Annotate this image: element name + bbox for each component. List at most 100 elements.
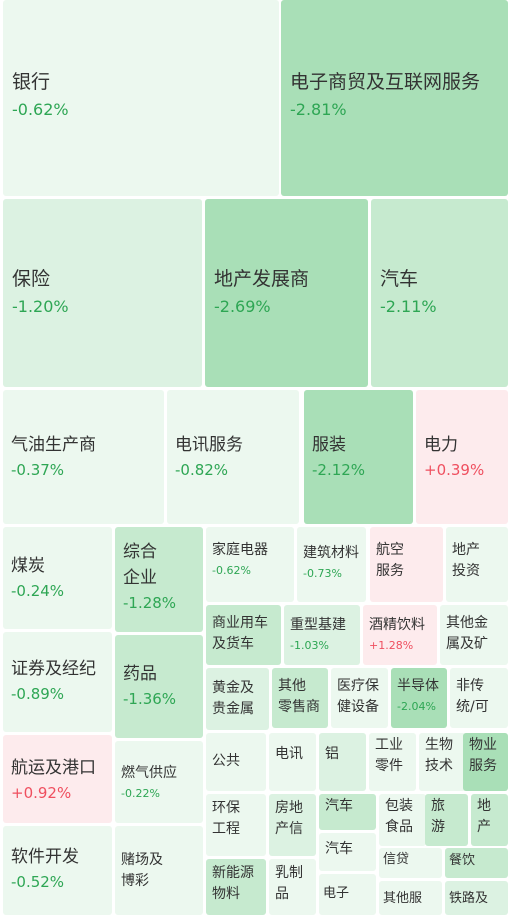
sector-name: 旅 游 xyxy=(431,798,445,835)
sector-tile[interactable]: 服装 -2.12% xyxy=(304,390,413,524)
sector-change: -2.11% xyxy=(380,297,437,316)
sector-change: -0.62% xyxy=(12,100,69,119)
sector-tile[interactable]: 证券及经纪 -0.89% xyxy=(3,632,112,732)
sector-change: -1.36% xyxy=(123,690,177,708)
sector-change: -0.82% xyxy=(175,461,229,479)
sector-tile[interactable]: 商业用车 及货车 xyxy=(206,605,281,665)
sector-tile[interactable]: 建筑材料 -0.73% xyxy=(297,527,366,602)
sector-tile[interactable]: 地产 投资 xyxy=(446,527,508,602)
sector-name: 地产发展商 xyxy=(214,268,310,290)
sector-change: -2.69% xyxy=(214,297,271,316)
sector-tile[interactable]: 银行 -0.62% xyxy=(3,0,279,196)
sector-name: 服装 xyxy=(312,435,346,455)
sector-change: -0.37% xyxy=(11,461,65,479)
sector-name: 煤炭 xyxy=(11,556,45,576)
sector-name: 环保 工程 xyxy=(212,800,240,837)
sector-tile[interactable]: 环保 工程 xyxy=(206,794,266,856)
sector-name: 餐饮 xyxy=(449,853,476,868)
sector-tile[interactable]: 酒精饮料 +1.28% xyxy=(363,605,437,665)
sector-change: -0.89% xyxy=(11,685,65,703)
sector-change: +1.28% xyxy=(369,639,414,652)
sector-name: 工业 零件 xyxy=(375,737,403,774)
sector-tile[interactable]: 乳制 品 xyxy=(269,859,316,915)
sector-name: 电子商贸及互联网服务 xyxy=(290,71,481,93)
sector-tile[interactable]: 房地 产信 xyxy=(269,794,316,856)
sector-tile[interactable]: 地产发展商 -2.69% xyxy=(205,199,368,387)
sector-name: 证券及经纪 xyxy=(11,659,96,679)
sector-change: -0.24% xyxy=(11,582,65,600)
sector-tile[interactable]: 煤炭 -0.24% xyxy=(3,527,112,629)
sector-tile[interactable]: 黄金及 贵金属 xyxy=(206,668,269,730)
sector-tile[interactable]: 公共 xyxy=(206,733,266,791)
sector-tile[interactable]: 药品 -1.36% xyxy=(115,635,203,738)
sector-tile[interactable]: 汽车 xyxy=(319,794,376,830)
sector-tile[interactable]: 电力 +0.39% xyxy=(416,390,508,524)
sector-tile[interactable]: 半导体 -2.04% xyxy=(391,668,447,728)
sector-name: 药品 xyxy=(123,664,157,684)
sector-change: -0.73% xyxy=(303,567,342,580)
sector-tile[interactable]: 保险 -1.20% xyxy=(3,199,202,387)
sector-change: -1.20% xyxy=(12,297,69,316)
sector-tile[interactable]: 其他 零售商 xyxy=(272,668,328,728)
sector-tile[interactable]: 医疗保 健设备 xyxy=(331,668,388,728)
sector-name: 电子 xyxy=(323,886,350,901)
sector-name: 地 产 xyxy=(477,798,491,835)
sector-name: 非传 统/可 xyxy=(456,678,489,715)
sector-tile[interactable]: 汽车 xyxy=(319,833,376,871)
sector-change: -0.22% xyxy=(121,787,160,800)
sector-tile[interactable]: 其他服 xyxy=(379,881,442,915)
sector-tile[interactable]: 包装 食品 xyxy=(379,794,426,846)
sector-name: 公共 xyxy=(212,753,240,769)
sector-tile[interactable]: 赌场及 博彩 xyxy=(115,826,203,915)
sector-name: 铝 xyxy=(325,746,339,762)
sector-tile[interactable]: 燃气供应 -0.22% xyxy=(115,741,203,823)
sector-tile[interactable]: 信贷 xyxy=(379,848,442,878)
sector-name: 其他 零售商 xyxy=(278,678,320,715)
sector-name: 航运及港口 xyxy=(11,758,96,778)
sector-name: 气油生产商 xyxy=(11,435,96,455)
sector-name: 软件开发 xyxy=(11,847,79,867)
sector-tile[interactable]: 航运及港口 +0.92% xyxy=(3,735,112,823)
sector-tile[interactable]: 餐饮 xyxy=(445,848,508,878)
sector-tile[interactable]: 物业 服务 xyxy=(463,733,508,791)
sector-name: 新能源 物料 xyxy=(212,865,254,902)
sector-tile[interactable]: 生物 技术 xyxy=(419,733,466,791)
sector-name: 半导体 xyxy=(397,678,439,694)
sector-name: 乳制 品 xyxy=(275,865,303,902)
sector-change: +0.92% xyxy=(11,784,72,802)
sector-name: 汽车 xyxy=(325,841,353,857)
sector-tile[interactable]: 电讯 xyxy=(269,733,316,791)
sector-tile[interactable]: 家庭电器 -0.62% xyxy=(206,527,294,602)
sector-name: 综合 企业 xyxy=(123,542,157,588)
sector-tile[interactable]: 地 产 xyxy=(471,794,508,846)
sector-change: -2.04% xyxy=(397,700,436,713)
sector-tile[interactable]: 铝 xyxy=(319,733,366,791)
sector-tile[interactable]: 新能源 物料 xyxy=(206,859,266,915)
sector-tile[interactable]: 电讯服务 -0.82% xyxy=(167,390,299,524)
sector-change: -2.12% xyxy=(312,461,366,479)
sector-tile[interactable]: 汽车 -2.11% xyxy=(371,199,508,387)
sector-tile[interactable]: 非传 统/可 xyxy=(450,668,508,728)
sector-tile[interactable]: 电子 xyxy=(319,874,376,915)
sector-tile[interactable]: 综合 企业 -1.28% xyxy=(115,527,203,632)
sector-name: 重型基建 xyxy=(290,617,346,633)
sector-tile[interactable]: 旅 游 xyxy=(425,794,468,846)
sector-tile[interactable]: 气油生产商 -0.37% xyxy=(3,390,164,524)
sector-tile[interactable]: 其他金 属及矿 xyxy=(440,605,508,665)
sector-tile[interactable]: 电子商贸及互联网服务 -2.81% xyxy=(281,0,508,196)
sector-name: 电讯 xyxy=(275,746,303,762)
sector-change: -1.03% xyxy=(290,639,329,652)
sector-name: 汽车 xyxy=(380,268,419,290)
sector-name: 汽车 xyxy=(325,798,353,814)
sector-tile[interactable]: 航空 服务 xyxy=(370,527,443,602)
sector-name: 赌场及 博彩 xyxy=(121,852,163,889)
sector-tile[interactable]: 铁路及 xyxy=(445,881,508,915)
sector-name: 黄金及 贵金属 xyxy=(212,680,254,717)
sector-name: 其他服 xyxy=(383,891,423,906)
sector-tile[interactable]: 重型基建 -1.03% xyxy=(284,605,360,665)
sector-tile[interactable]: 工业 零件 xyxy=(369,733,416,791)
sector-name: 物业 服务 xyxy=(469,737,497,774)
sector-name: 生物 技术 xyxy=(425,737,453,774)
sector-tile[interactable]: 软件开发 -0.52% xyxy=(3,826,112,915)
